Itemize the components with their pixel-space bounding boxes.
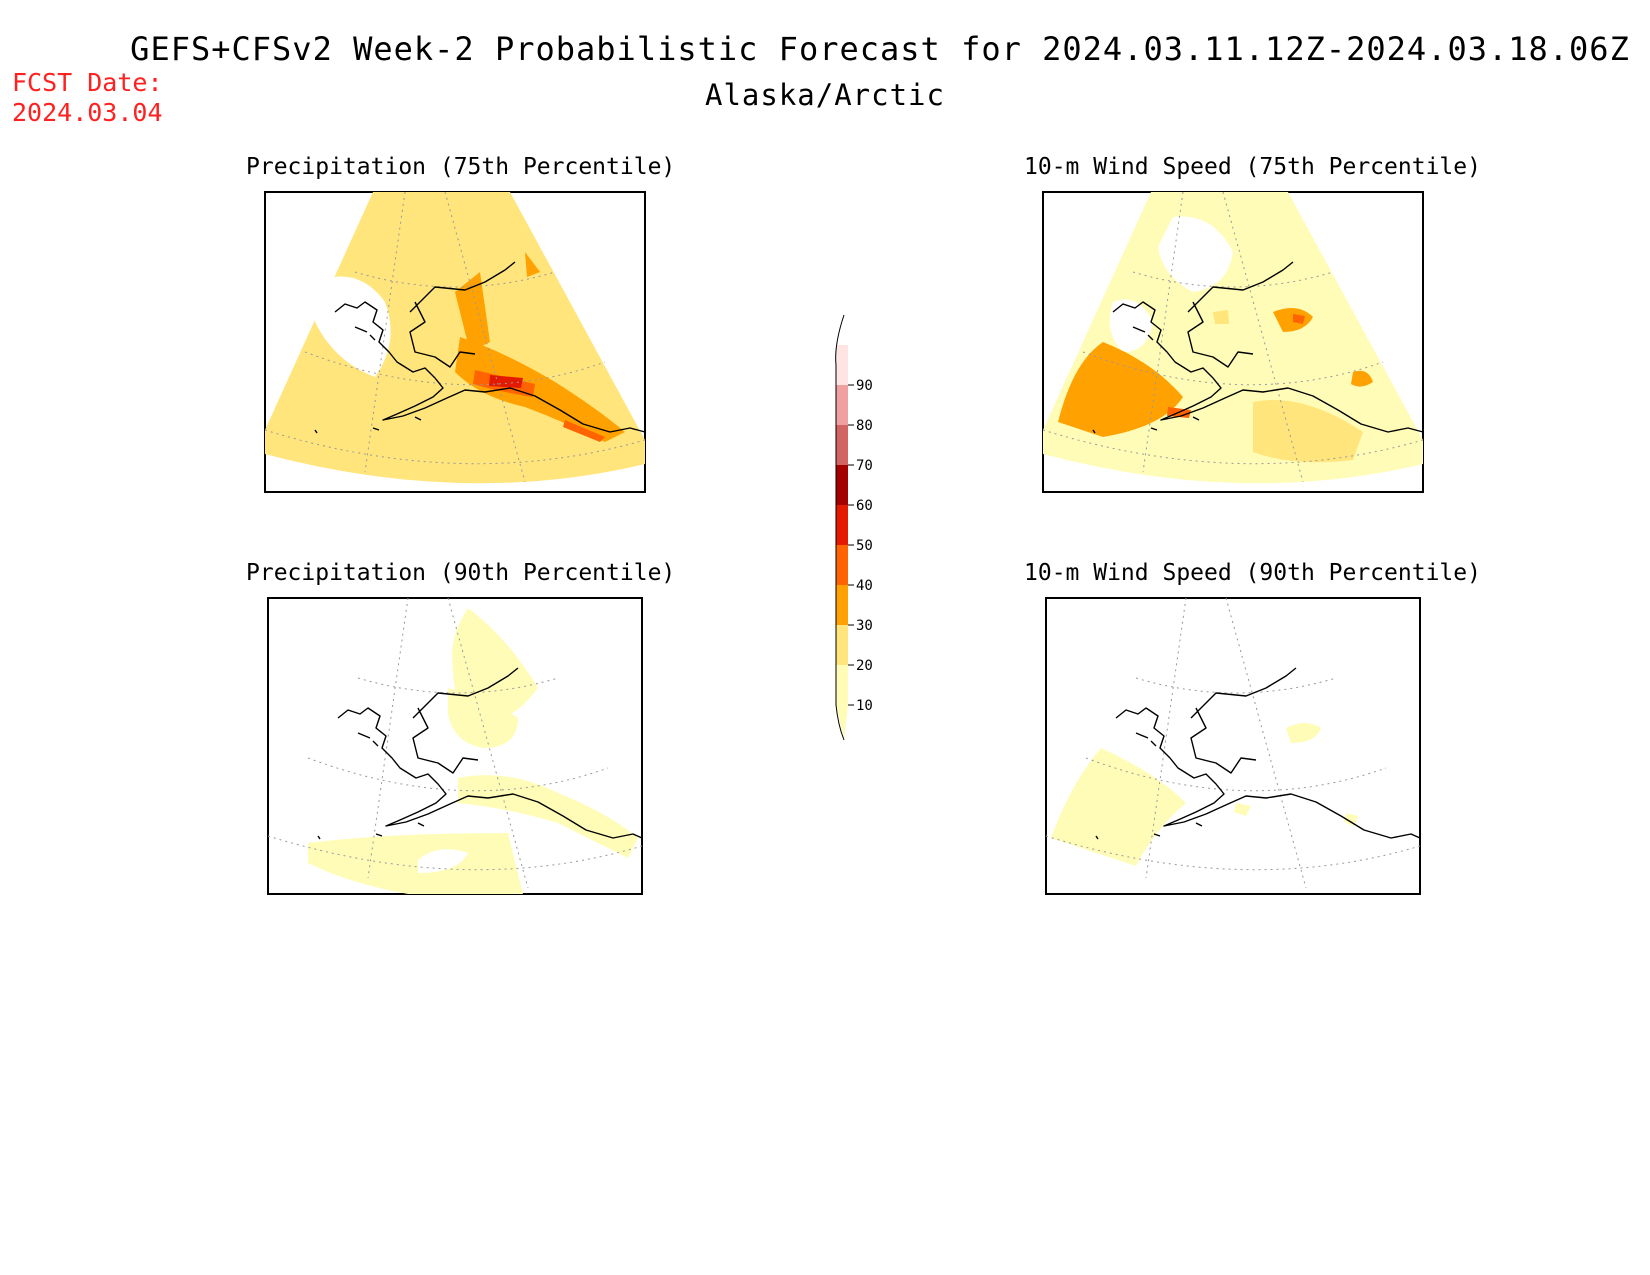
colorbar-swatch	[836, 545, 848, 585]
panel-title-precip75: Precipitation (75th Percentile)	[246, 154, 676, 180]
forecast-date-label: FCST Date:	[12, 68, 163, 97]
colorbar-tick-label: 20	[856, 658, 873, 674]
graticule	[267, 597, 643, 889]
colorbar-swatch	[836, 585, 848, 625]
islands	[1095, 732, 1203, 840]
map-wind75	[1042, 191, 1424, 493]
colorbar-swatch	[836, 465, 848, 505]
panel-title-precip90: Precipitation (90th Percentile)	[246, 560, 676, 586]
figure-title: GEFS+CFSv2 Week-2 Probabilistic Forecast…	[130, 30, 1630, 68]
colorbar-swatch	[836, 505, 848, 545]
graticule	[1042, 191, 1424, 483]
coastline	[337, 667, 643, 839]
colorbar-tick-label: 70	[856, 458, 873, 474]
colorbar-upper-cap	[836, 315, 848, 345]
islands	[314, 326, 422, 434]
region-subtitle: Alaska/Arctic	[705, 78, 945, 112]
colorbar-tick-label: 50	[856, 538, 873, 554]
map-precip75	[264, 191, 646, 493]
islands	[317, 732, 425, 840]
panel-title-wind75: 10-m Wind Speed (75th Percentile)	[1024, 154, 1481, 180]
colorbar-swatch	[836, 425, 848, 465]
panel-title-wind90: 10-m Wind Speed (90th Percentile)	[1024, 560, 1481, 586]
colorbar-tick-label: 10	[856, 698, 873, 714]
colorbar-tick-label: 90	[856, 378, 873, 394]
forecast-date-value: 2024.03.04	[12, 98, 163, 127]
shading-layer	[308, 608, 638, 894]
colorbar-tick-label: 80	[856, 418, 873, 434]
colorbar-swatch	[836, 385, 848, 425]
coastline	[334, 261, 646, 433]
colorbar-swatch	[836, 625, 848, 665]
colorbar-swatch	[836, 665, 848, 705]
colorbar-swatch	[836, 345, 848, 385]
graticule	[264, 191, 646, 483]
colorbar: 10 20 30 40 50 60 70 80 90	[835, 314, 873, 741]
forecast-date: FCST Date: 2024.03.04	[12, 68, 163, 128]
shading-layer	[265, 192, 645, 484]
colorbar-tick-label: 30	[856, 618, 873, 634]
colorbar-lower-cap	[836, 705, 848, 740]
map-wind90	[1045, 597, 1421, 895]
colorbar-tick-label: 60	[856, 498, 873, 514]
coastline	[1115, 667, 1421, 839]
shading-layer	[1043, 192, 1423, 484]
islands	[1092, 326, 1200, 434]
coastline	[1112, 261, 1424, 433]
colorbar-outline	[835, 314, 845, 741]
graticule	[1045, 597, 1421, 889]
map-precip90	[267, 597, 643, 895]
colorbar-tick-label: 40	[856, 578, 873, 594]
